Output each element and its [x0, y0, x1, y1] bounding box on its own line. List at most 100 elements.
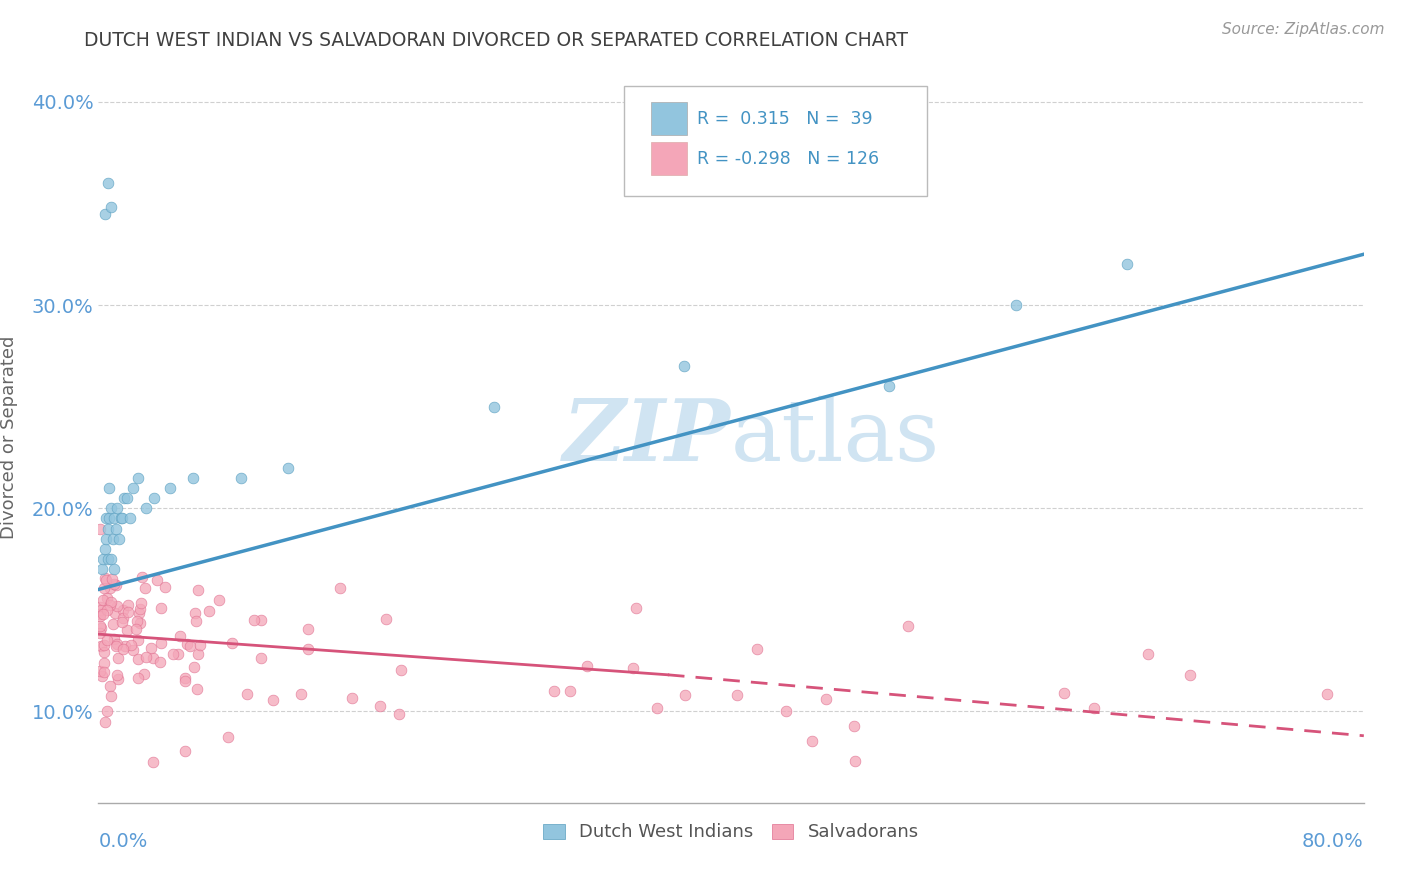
Point	[89, 609, 111, 624]
Point	[229, 471, 252, 485]
Point	[90, 603, 112, 617]
Point	[149, 655, 172, 669]
Point	[117, 605, 139, 619]
Point	[100, 690, 122, 704]
Point	[97, 521, 120, 535]
Point	[174, 744, 197, 758]
Point	[815, 691, 838, 706]
Point	[543, 683, 565, 698]
FancyBboxPatch shape	[651, 143, 686, 175]
Text: atlas: atlas	[731, 395, 941, 479]
Point	[98, 581, 121, 595]
Point	[127, 471, 149, 485]
Point	[389, 663, 412, 677]
Point	[107, 637, 129, 651]
Point	[98, 679, 121, 693]
Point	[842, 719, 865, 733]
Point	[217, 730, 239, 744]
Point	[91, 552, 114, 566]
Point	[132, 667, 155, 681]
Point	[117, 624, 139, 638]
Legend: Dutch West Indians, Salvadorans: Dutch West Indians, Salvadorans	[536, 816, 927, 848]
Point	[844, 755, 866, 769]
Point	[174, 671, 197, 685]
Point	[142, 651, 165, 665]
Point	[142, 491, 165, 505]
Point	[128, 607, 150, 621]
Point	[129, 596, 152, 610]
Point	[1136, 647, 1159, 661]
Point	[183, 471, 205, 485]
Point	[368, 698, 391, 713]
Point	[96, 704, 118, 718]
Point	[1115, 257, 1137, 271]
Point	[725, 688, 748, 702]
Point	[134, 581, 156, 595]
Point	[94, 571, 117, 585]
Point	[183, 659, 205, 673]
Point	[187, 647, 209, 661]
Point	[96, 591, 118, 605]
Point	[111, 511, 134, 525]
Point	[117, 599, 139, 613]
Point	[105, 599, 128, 613]
Point	[89, 664, 111, 678]
Point	[89, 607, 111, 621]
Point	[150, 636, 173, 650]
Point	[262, 693, 284, 707]
Point	[208, 593, 231, 607]
Point	[111, 603, 134, 617]
Point	[897, 619, 920, 633]
Point	[747, 642, 769, 657]
Point	[110, 511, 132, 525]
Point	[162, 647, 184, 661]
Point	[98, 481, 121, 495]
Point	[176, 637, 198, 651]
Point	[112, 491, 135, 505]
Point	[89, 619, 111, 633]
Point	[103, 577, 125, 591]
Point	[93, 581, 115, 595]
Point	[374, 612, 396, 626]
Point	[107, 501, 129, 516]
Point	[329, 581, 352, 595]
FancyBboxPatch shape	[623, 86, 928, 195]
Point	[243, 613, 266, 627]
Point	[89, 626, 111, 640]
Point	[1178, 668, 1201, 682]
Point	[672, 359, 695, 373]
Point	[127, 671, 149, 685]
Point	[575, 659, 598, 673]
Point	[166, 647, 188, 661]
Point	[100, 501, 122, 516]
Point	[179, 639, 201, 653]
Point	[114, 639, 136, 653]
Point	[115, 491, 138, 505]
Point	[111, 642, 134, 657]
Text: R = -0.298   N = 126: R = -0.298 N = 126	[697, 150, 879, 168]
Point	[153, 580, 176, 594]
Point	[103, 562, 125, 576]
Point	[127, 633, 149, 648]
Point	[98, 511, 121, 525]
Text: 0.0%: 0.0%	[98, 832, 148, 851]
Point	[184, 606, 207, 620]
Point	[97, 176, 120, 190]
Point	[93, 541, 117, 556]
Point	[560, 684, 582, 698]
Point	[249, 613, 271, 627]
Point	[93, 206, 117, 220]
Point	[107, 650, 129, 665]
Point	[104, 606, 127, 620]
Point	[127, 652, 149, 666]
Point	[624, 601, 647, 615]
Point	[188, 639, 211, 653]
Point	[187, 583, 209, 598]
Point	[482, 400, 505, 414]
Point	[105, 668, 128, 682]
Point	[277, 460, 299, 475]
Point	[91, 669, 114, 683]
Point	[90, 639, 112, 653]
Point	[159, 481, 181, 495]
Point	[90, 621, 112, 635]
